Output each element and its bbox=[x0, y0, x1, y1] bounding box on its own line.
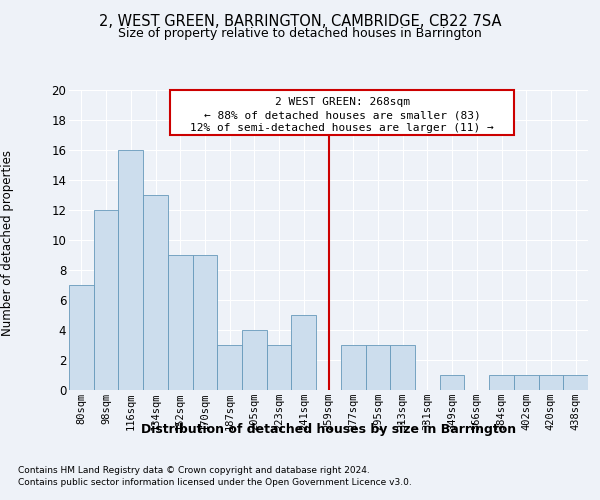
Bar bbox=[514, 375, 539, 390]
Bar bbox=[193, 255, 217, 390]
Bar bbox=[143, 195, 168, 390]
Bar bbox=[489, 375, 514, 390]
Bar bbox=[168, 255, 193, 390]
Bar bbox=[242, 330, 267, 390]
Bar bbox=[292, 315, 316, 390]
Bar bbox=[563, 375, 588, 390]
Text: Contains public sector information licensed under the Open Government Licence v3: Contains public sector information licen… bbox=[18, 478, 412, 487]
Text: Distribution of detached houses by size in Barrington: Distribution of detached houses by size … bbox=[141, 422, 517, 436]
Text: Number of detached properties: Number of detached properties bbox=[1, 150, 14, 336]
Bar bbox=[365, 345, 390, 390]
Bar bbox=[267, 345, 292, 390]
Text: 2 WEST GREEN: 268sqm: 2 WEST GREEN: 268sqm bbox=[275, 97, 410, 107]
Bar bbox=[69, 285, 94, 390]
FancyBboxPatch shape bbox=[170, 90, 514, 135]
Text: ← 88% of detached houses are smaller (83): ← 88% of detached houses are smaller (83… bbox=[204, 110, 481, 120]
Text: 2, WEST GREEN, BARRINGTON, CAMBRIDGE, CB22 7SA: 2, WEST GREEN, BARRINGTON, CAMBRIDGE, CB… bbox=[99, 14, 501, 29]
Bar bbox=[341, 345, 365, 390]
Text: 12% of semi-detached houses are larger (11) →: 12% of semi-detached houses are larger (… bbox=[190, 123, 494, 133]
Text: Contains HM Land Registry data © Crown copyright and database right 2024.: Contains HM Land Registry data © Crown c… bbox=[18, 466, 370, 475]
Text: Size of property relative to detached houses in Barrington: Size of property relative to detached ho… bbox=[118, 28, 482, 40]
Bar bbox=[440, 375, 464, 390]
Bar bbox=[94, 210, 118, 390]
Bar bbox=[390, 345, 415, 390]
Bar bbox=[217, 345, 242, 390]
Bar bbox=[118, 150, 143, 390]
Bar bbox=[539, 375, 563, 390]
